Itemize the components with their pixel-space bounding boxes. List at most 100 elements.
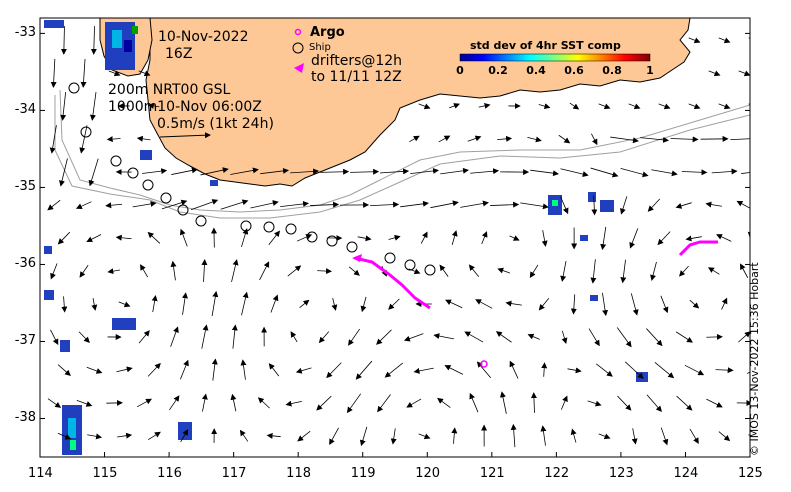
current-vector bbox=[527, 136, 542, 143]
current-vector bbox=[651, 169, 678, 177]
current-vector bbox=[169, 395, 180, 411]
current-vector bbox=[220, 199, 249, 210]
current-vector bbox=[60, 92, 67, 121]
current-vector bbox=[201, 324, 209, 349]
current-vector bbox=[587, 400, 602, 407]
ship-marker bbox=[68, 82, 80, 94]
current-vector bbox=[290, 331, 298, 343]
current-vector bbox=[138, 330, 150, 344]
current-vector bbox=[230, 393, 237, 412]
current-vector bbox=[647, 198, 661, 212]
current-vector bbox=[388, 234, 401, 241]
current-vector bbox=[161, 199, 188, 210]
current-vector bbox=[413, 367, 434, 374]
current-vector bbox=[538, 298, 550, 311]
current-vector bbox=[600, 226, 607, 251]
current-vector bbox=[190, 199, 219, 211]
current-vector bbox=[730, 138, 750, 141]
current-vector bbox=[329, 427, 339, 446]
y-tick-label: -35 bbox=[14, 179, 36, 195]
current-vector bbox=[451, 230, 458, 246]
y-tick-label: -36 bbox=[14, 256, 36, 272]
current-vector bbox=[230, 167, 259, 175]
current-vector bbox=[287, 265, 302, 277]
colorbar-title: std dev of 4hr SST comp bbox=[470, 39, 621, 52]
current-vector bbox=[689, 299, 700, 309]
current-vector bbox=[117, 432, 133, 439]
current-vector bbox=[295, 367, 312, 374]
current-vector bbox=[527, 333, 540, 340]
current-vector bbox=[470, 168, 500, 175]
current-vector bbox=[201, 393, 208, 412]
current-vector bbox=[718, 37, 731, 44]
current-vector bbox=[57, 231, 71, 245]
current-vector bbox=[620, 167, 649, 178]
current-vector bbox=[418, 433, 431, 440]
legend-ship-label: Ship bbox=[309, 42, 331, 53]
current-vector bbox=[140, 264, 149, 278]
plot-frame bbox=[39, 17, 751, 458]
y-tick-label: -33 bbox=[14, 25, 36, 41]
current-vector bbox=[350, 168, 380, 175]
ship-marker bbox=[384, 252, 396, 264]
current-vector bbox=[716, 234, 732, 242]
current-vector bbox=[558, 134, 571, 144]
current-vector bbox=[403, 333, 424, 342]
current-vector bbox=[107, 268, 120, 275]
current-vector bbox=[541, 230, 548, 247]
current-vector bbox=[560, 196, 569, 215]
current-vector bbox=[646, 328, 663, 347]
current-vector bbox=[200, 167, 229, 176]
current-vector bbox=[239, 429, 249, 442]
current-vector bbox=[617, 395, 632, 411]
current-vector bbox=[610, 136, 639, 144]
ship-marker bbox=[142, 179, 154, 191]
colorbar bbox=[459, 53, 651, 62]
current-vector bbox=[449, 103, 460, 109]
current-vector bbox=[138, 70, 151, 77]
current-vector bbox=[270, 294, 279, 313]
current-vector bbox=[268, 363, 280, 377]
current-vector bbox=[147, 362, 161, 377]
current-vector bbox=[105, 202, 123, 209]
current-vector bbox=[61, 296, 68, 313]
current-vector bbox=[570, 428, 577, 443]
colorbar-tick-label: 0.8 bbox=[602, 64, 622, 77]
current-vector bbox=[331, 298, 338, 311]
current-vector bbox=[646, 394, 662, 413]
y-tick-label: -37 bbox=[14, 333, 36, 349]
current-vector bbox=[670, 136, 699, 143]
current-vector bbox=[326, 362, 342, 379]
current-vector bbox=[400, 200, 429, 208]
current-vector bbox=[469, 392, 479, 413]
ship-marker bbox=[110, 155, 122, 167]
legend-drifters-date: to 11/11 12Z bbox=[311, 69, 402, 85]
current-vector bbox=[260, 167, 290, 175]
ship-marker bbox=[127, 167, 139, 179]
current-vector bbox=[541, 362, 548, 377]
current-vector bbox=[377, 394, 391, 413]
current-vector bbox=[624, 361, 644, 379]
current-vector bbox=[285, 400, 302, 407]
current-vector bbox=[711, 168, 738, 175]
current-vector bbox=[147, 431, 161, 441]
current-vector bbox=[299, 299, 310, 308]
current-vector bbox=[499, 391, 507, 414]
current-vector bbox=[370, 201, 400, 208]
current-vector bbox=[241, 291, 249, 316]
current-vector bbox=[738, 331, 750, 343]
current-vector bbox=[631, 428, 638, 445]
current-vector bbox=[297, 430, 311, 442]
current-vector bbox=[170, 326, 179, 347]
current-vector bbox=[460, 200, 489, 208]
current-vector bbox=[360, 296, 367, 313]
current-vector bbox=[211, 290, 219, 317]
current-vector bbox=[689, 428, 699, 444]
current-vector bbox=[706, 333, 723, 340]
x-tick-label: 123 bbox=[608, 466, 634, 481]
current-vector bbox=[317, 268, 333, 275]
current-vector bbox=[490, 201, 520, 208]
current-vector bbox=[602, 292, 609, 317]
current-vector bbox=[316, 395, 332, 411]
